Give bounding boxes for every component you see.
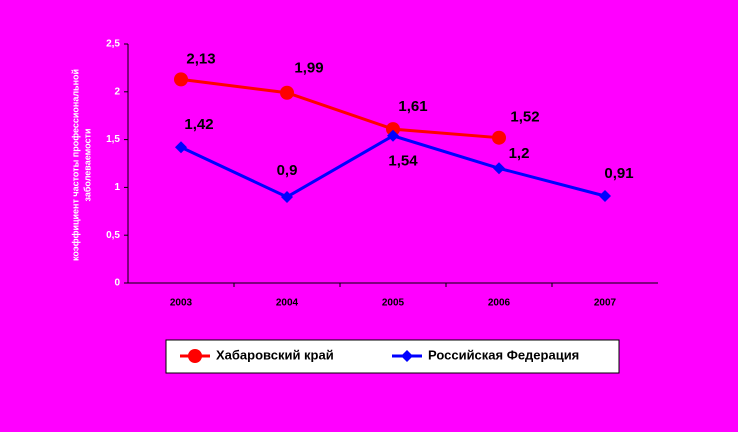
data-label: 2,13 [186,50,215,67]
data-label: 1,42 [184,116,213,133]
data-label: 1,61 [398,98,427,115]
legend-label: Хабаровский край [216,347,334,362]
legend-marker [401,350,413,362]
y-axis-title-line: заболеваемости [82,129,92,202]
x-tick-label: 2006 [488,298,511,309]
y-tick-label: 2 [114,86,120,97]
x-tick-label: 2003 [170,298,193,309]
data-point [175,141,187,154]
x-tick-label: 2007 [594,298,617,309]
data-label: 0,91 [604,165,633,182]
data-label: 1,52 [510,109,539,126]
y-axis-title-line: коэффициент частоты профессиональной [70,69,80,261]
data-point [387,129,399,142]
legend-label: Российская Федерация [428,347,579,362]
data-label: 1,2 [509,145,530,162]
y-tick-label: 0 [114,278,120,289]
data-point [599,190,611,203]
data-point [281,190,293,203]
data-point [493,162,505,175]
x-tick-label: 2004 [276,298,299,309]
data-label: 0,9 [277,162,298,179]
data-label: 1,99 [294,60,323,77]
data-point [174,72,188,87]
data-point [386,122,400,137]
series-line [180,77,500,140]
data-point [280,85,294,100]
y-tick-label: 2,5 [106,39,120,50]
legend-marker [188,349,202,363]
data-label: 1,54 [388,153,418,170]
data-point [492,130,506,145]
y-axis-title: коэффициент частоты профессиональной заб… [70,69,92,261]
y-tick-label: 0,5 [106,230,120,241]
x-tick-label: 2005 [382,298,405,309]
y-tick-label: 1,5 [106,134,120,145]
y-tick-label: 1 [114,182,120,193]
